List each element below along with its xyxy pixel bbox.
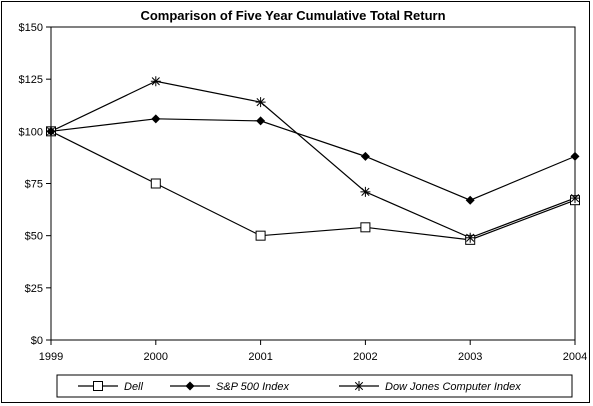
legend-label: Dow Jones Computer Index [385, 381, 521, 393]
series-line-s-p-500-index [50, 118, 576, 201]
legend-box [56, 374, 573, 398]
data-point-dow-jones-computer-index [255, 97, 266, 108]
y-tick-label: $0 [31, 335, 43, 347]
chart-title: Comparison of Five Year Cumulative Total… [140, 8, 445, 23]
data-point-dell [255, 230, 266, 241]
x-tick-label: 2004 [563, 351, 587, 363]
x-tick-label: 2003 [458, 351, 482, 363]
legend-marker [185, 381, 195, 391]
y-tick-label: $25 [25, 283, 43, 295]
data-point-s-p-500-index [360, 151, 370, 161]
series-layer [46, 76, 580, 245]
legend-label: S&P 500 Index [216, 381, 289, 393]
y-axis: $0 $25 $50 $75 $100 $125 $150 [19, 22, 51, 347]
legend: Dell S&P 500 Index Dow Jones Computer Inde… [78, 381, 521, 393]
x-axis: 1999 2000 2001 2002 2003 2004 [39, 340, 587, 363]
series-line-dow-jones-computer-index [50, 80, 576, 239]
data-point-dow-jones-computer-index [150, 76, 161, 87]
y-tick-label: $125 [19, 74, 43, 86]
plot-area [50, 26, 576, 341]
y-tick-label: $100 [19, 126, 43, 138]
series-line-dell [50, 130, 576, 241]
y-tick-label: $75 [25, 179, 43, 191]
legend-marker [93, 381, 103, 391]
data-point-dow-jones-computer-index [46, 126, 56, 137]
y-tick-label: $50 [25, 231, 43, 243]
data-point-dow-jones-computer-index [360, 186, 371, 197]
x-tick-label: 2002 [353, 351, 377, 363]
x-tick-label: 2000 [144, 351, 168, 363]
x-tick-label: 2001 [248, 351, 272, 363]
y-tick-label: $150 [19, 22, 43, 34]
data-point-dell [360, 222, 371, 233]
data-point-s-p-500-index [570, 151, 580, 161]
legend-marker [354, 381, 364, 391]
data-point-dow-jones-computer-index [570, 193, 580, 204]
data-point-s-p-500-index [151, 114, 161, 124]
x-tick-label: 1999 [39, 351, 63, 363]
data-point-dow-jones-computer-index [465, 232, 476, 243]
data-point-dell [150, 178, 161, 189]
legend-label: Dell [124, 381, 144, 393]
data-point-s-p-500-index [256, 116, 266, 126]
data-point-s-p-500-index [465, 195, 475, 205]
